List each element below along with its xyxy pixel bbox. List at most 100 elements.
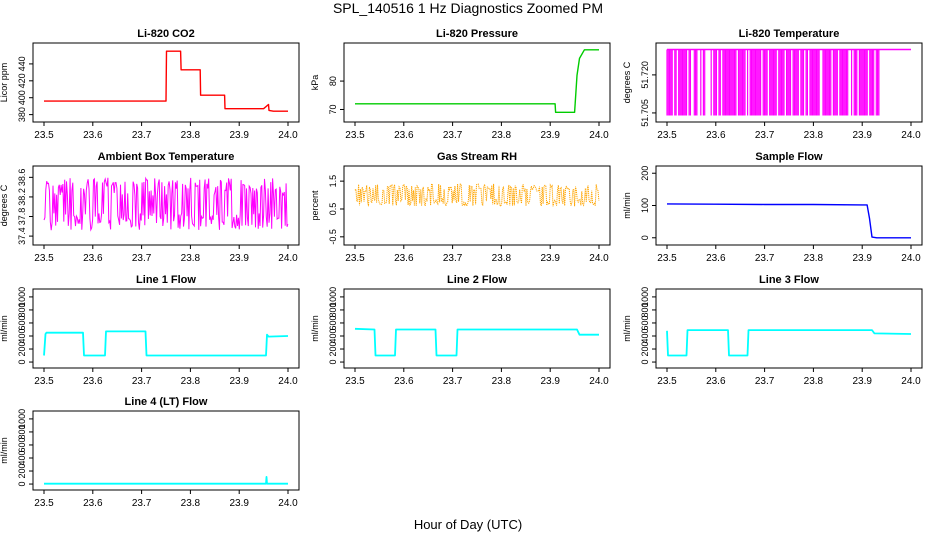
x-tick-label: 23.7 — [755, 376, 775, 387]
y-tick-label: 380 — [17, 107, 27, 122]
figure-x-axis-title: Hour of Day (UTC) — [413, 517, 523, 532]
panel-title: Gas Stream RH — [437, 151, 517, 163]
panel-data — [43, 176, 289, 232]
panel-title: Line 1 Flow — [136, 274, 196, 286]
x-tick-label: 23.5 — [657, 130, 677, 141]
y-axis-label: ml/min — [310, 315, 320, 342]
x-tick-label: 23.8 — [804, 253, 824, 264]
series-line — [666, 329, 912, 357]
x-tick-label: 23.7 — [755, 130, 775, 141]
panel-8: Line 2 Flow ml/min 23.5 23.6 23.7 23.8 23.9 24.… — [310, 274, 611, 387]
y-tick-label: 38.6 — [17, 169, 27, 187]
y-tick-label: 100 — [640, 198, 650, 213]
panel-frame — [655, 165, 923, 246]
y-axis-label: ml/min — [622, 315, 632, 342]
y-tick-label: 1000 — [328, 287, 338, 307]
panel-title: Sample Flow — [755, 151, 823, 163]
x-tick-label: 23.5 — [345, 130, 365, 141]
x-tick-label: 23.7 — [132, 498, 152, 509]
panel-data — [43, 330, 289, 357]
y-tick-label: 0 — [17, 360, 27, 365]
y-tick-label: 200 — [328, 342, 338, 357]
x-tick-label: 23.9 — [852, 130, 872, 141]
y-tick-label: 400 — [17, 450, 27, 465]
panel-data — [666, 203, 911, 239]
series-band — [43, 176, 289, 232]
x-tick-label: 24.0 — [278, 253, 298, 264]
y-axis-label: degrees C — [0, 184, 9, 226]
y-tick-label: 440 — [17, 56, 27, 71]
x-tick-label: 23.9 — [229, 130, 249, 141]
x-tick-label: 23.6 — [394, 376, 414, 387]
x-tick-label: 24.0 — [278, 376, 298, 387]
series-line — [354, 327, 599, 357]
panel-1: Li-820 CO2 Licor ppm 23.5 23.6 23.7 23.8 23.9 2… — [0, 28, 300, 141]
x-tick-label: 24.0 — [901, 130, 921, 141]
x-tick-label: 23.5 — [345, 253, 365, 264]
y-axis-label: ml/min — [622, 192, 632, 219]
y-tick-label: 600 — [328, 315, 338, 330]
panel-9: Line 3 Flow ml/min 23.5 23.6 23.7 23.8 23.9 24.… — [622, 274, 923, 387]
x-tick-label: 23.9 — [229, 253, 249, 264]
panel-data — [44, 475, 288, 485]
x-tick-label: 23.7 — [443, 376, 463, 387]
y-tick-label: 1000 — [17, 409, 27, 429]
y-tick-label: 38.2 — [17, 188, 27, 206]
series-band — [666, 49, 880, 116]
panel-title: Li-820 Temperature — [739, 28, 840, 40]
y-tick-label: 1000 — [17, 287, 27, 307]
y-tick-label: 200 — [640, 166, 650, 181]
x-tick-label: 23.5 — [657, 253, 677, 264]
x-tick-label: 23.8 — [181, 130, 201, 141]
x-tick-label: 23.9 — [540, 253, 560, 264]
x-tick-label: 23.8 — [181, 253, 201, 264]
y-tick-label: 400 — [328, 328, 338, 343]
panel-5: Gas Stream RH percent 23.5 23.6 23.7 23.8 23.9… — [310, 151, 611, 264]
x-tick-label: 23.6 — [706, 376, 726, 387]
panel-data — [354, 327, 599, 357]
x-tick-label: 23.6 — [706, 130, 726, 141]
x-tick-label: 23.8 — [492, 130, 512, 141]
x-tick-label: 23.5 — [345, 376, 365, 387]
y-tick-label: 200 — [17, 464, 27, 479]
y-tick-label: 600 — [17, 437, 27, 452]
panel-data — [666, 329, 912, 357]
panel-frame — [343, 42, 611, 123]
x-tick-label: 23.5 — [34, 253, 54, 264]
figure-title: SPL_140516 1 Hz Diagnostics Zoomed PM — [332, 0, 604, 16]
panel-title: Line 2 Flow — [447, 274, 507, 286]
panel-data — [666, 48, 911, 116]
x-tick-label: 24.0 — [278, 130, 298, 141]
x-tick-label: 23.8 — [181, 498, 201, 509]
x-tick-label: 24.0 — [589, 253, 609, 264]
y-tick-label: 51.720 — [640, 61, 650, 89]
y-axis-label: ml/min — [0, 437, 9, 464]
x-tick-label: 23.9 — [229, 376, 249, 387]
panel-6: Sample Flow ml/min 23.5 23.6 23.7 23.8 23.9 24.… — [622, 151, 923, 264]
x-tick-label: 23.9 — [852, 376, 872, 387]
y-tick-label: 70 — [328, 104, 338, 114]
panel-title: Li-820 CO2 — [137, 28, 194, 40]
panel-3: Li-820 Temperature degrees C 23.5 23.6 23.7 2… — [622, 28, 923, 141]
panel-data — [354, 182, 600, 208]
x-tick-label: 24.0 — [278, 498, 298, 509]
panel-data — [44, 50, 288, 112]
series-line — [355, 49, 599, 114]
y-tick-label: -0.5 — [328, 229, 338, 245]
x-tick-label: 23.9 — [540, 130, 560, 141]
panel-title: Line 4 (LT) Flow — [125, 396, 208, 408]
panel-frame — [655, 288, 923, 369]
series-line — [666, 203, 911, 239]
series-band — [354, 182, 600, 208]
x-tick-label: 23.9 — [540, 376, 560, 387]
panel-title: Li-820 Pressure — [436, 28, 518, 40]
y-axis-label: degrees C — [622, 61, 632, 103]
x-tick-label: 23.8 — [181, 376, 201, 387]
panel-frame — [343, 165, 611, 246]
x-tick-label: 23.5 — [34, 498, 54, 509]
y-tick-label: 0 — [328, 360, 338, 365]
series-line — [44, 50, 288, 112]
y-tick-label: 800 — [17, 424, 27, 439]
x-tick-label: 23.6 — [83, 376, 103, 387]
